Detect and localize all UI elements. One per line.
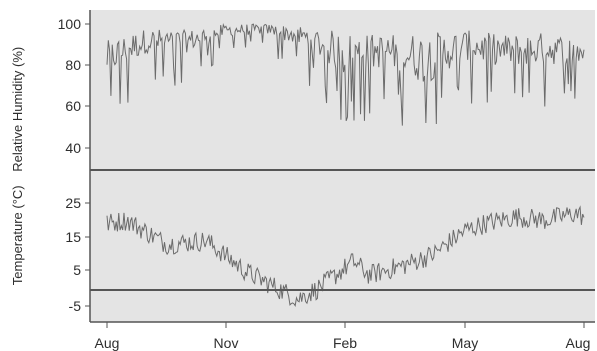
y-axis-title: Temperature (°C) Relative Humidity (%) <box>10 47 25 285</box>
x-tick-label-may: May <box>452 335 478 351</box>
humidity-series <box>106 22 585 126</box>
x-tick-label-feb: Feb <box>333 335 357 351</box>
temperature-y-ticks <box>85 202 90 307</box>
temperature-tick-label-5: 5 <box>73 262 81 278</box>
temperature-plot-area <box>90 170 595 322</box>
humidity-tick-label-60: 60 <box>65 98 81 114</box>
x-tick-label-nov: Nov <box>214 335 239 351</box>
humidity-tick-label-80: 80 <box>65 57 81 73</box>
humidity-y-ticks <box>85 23 90 149</box>
x-tick-label-aug-2: Aug <box>566 335 591 351</box>
temperature-series <box>106 205 585 307</box>
temperature-tick-label-15: 15 <box>65 229 81 245</box>
humidity-tick-label-40: 40 <box>65 140 81 156</box>
x-tick-label-aug-1: Aug <box>95 335 120 351</box>
temperature-tick-label-25: 25 <box>65 195 81 211</box>
temperature-line <box>106 205 585 307</box>
temperature-axis-title: Temperature (°C) <box>10 185 25 285</box>
humidity-tick-label-100: 100 <box>58 16 82 32</box>
humidity-axis-title: Relative Humidity (%) <box>10 47 25 172</box>
humidity-line <box>106 22 585 126</box>
x-ticks <box>106 322 585 328</box>
humidity-plot-area <box>90 10 595 170</box>
temperature-tick-label-minus5: -5 <box>69 298 82 314</box>
